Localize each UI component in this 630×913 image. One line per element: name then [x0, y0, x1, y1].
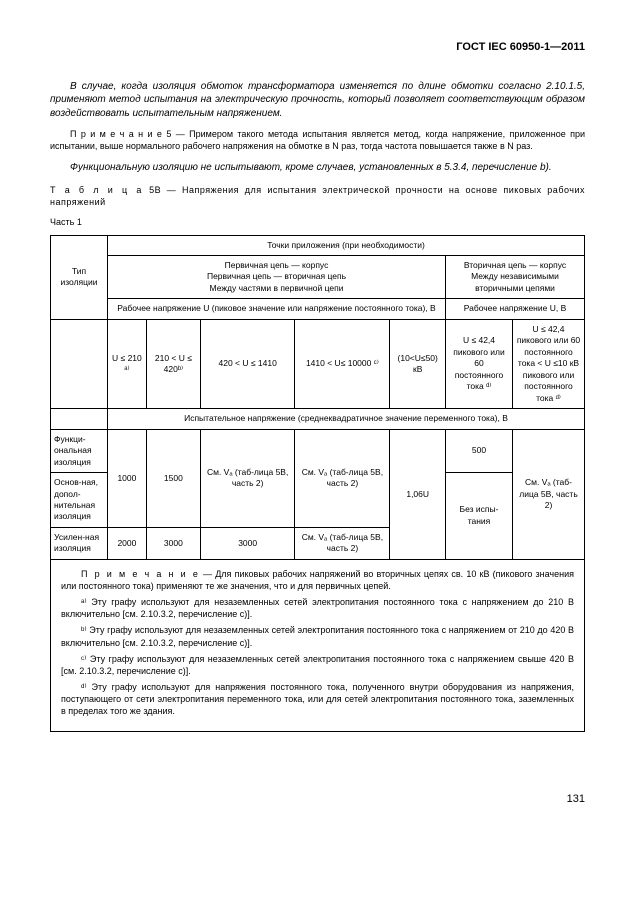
note-d: ᵈ⁾ Эту графу используют для напряжения п… — [61, 681, 574, 717]
col-6: U ≤ 42,4 пикового или 60 постоянного ток… — [446, 319, 513, 408]
cell-notest: Без испы-тания — [446, 473, 513, 560]
th-secondary: Вторичная цепь — корпус Между независимы… — [446, 256, 585, 299]
col-7: U ≤ 42,4 пикового или 60 постоянного ток… — [513, 319, 585, 408]
cell-1500: 1500 — [146, 429, 200, 527]
note-5: П р и м е ч а н и е 5 — Примером такого … — [50, 128, 585, 152]
para-1: В случае, когда изоляция обмоток трансфо… — [50, 80, 585, 121]
th-points: Точки приложения (при необходимости) — [108, 235, 585, 255]
col-4: 1410 < U≤ 10000 ᶜ⁾ — [295, 319, 390, 408]
th-primary: Первичная цепь — корпус Первичная цепь —… — [108, 256, 446, 299]
cell-500: 500 — [446, 429, 513, 472]
th-u-prim: Рабочее напряжение U (пиковое значение и… — [108, 299, 446, 319]
col-2: 210 < U ≤ 420ᵇ⁾ — [146, 319, 200, 408]
cell-1000: 1000 — [108, 429, 147, 527]
note-5-label: П р и м е ч а н и е 5 — [70, 129, 171, 139]
page-number: 131 — [50, 792, 585, 807]
cell-see-1: См. Vₐ (таб-лица 5В, часть 2) — [200, 429, 294, 527]
table-part: Часть 1 — [50, 216, 585, 228]
cell-see-4: См. Vₐ (таб-лица 5В, часть 2) — [513, 429, 585, 559]
col-5: (10<U≤50) кВ — [390, 319, 446, 408]
cell-see-3: См. Vₐ (таб-лица 5В, часть 2) — [295, 527, 390, 559]
row-reinforced: Усилен-ная изоляция — [51, 527, 108, 559]
row-functional: Функци-ональная изоляция — [51, 429, 108, 472]
note-a: ᵃ⁾ Эту графу используют для незаземленны… — [61, 596, 574, 620]
para-3: Функциональную изоляцию не испытывают, к… — [50, 161, 585, 175]
cell-see-2: См. Vₐ (таб-лица 5В, часть 2) — [295, 429, 390, 527]
col-3: 420 < U ≤ 1410 — [200, 319, 294, 408]
note-c: ᶜ⁾ Эту графу используют для незаземленны… — [61, 653, 574, 677]
th-type: Тип изоляции — [51, 235, 108, 319]
doc-header: ГОСТ IEC 60950-1—2011 — [50, 40, 585, 55]
note-b: ᵇ⁾ Эту графу используют для незаземленны… — [61, 624, 574, 648]
cell-3000a: 3000 — [146, 527, 200, 559]
notes-label: П р и м е ч а н и е — [81, 569, 200, 579]
cell-3000b: 3000 — [200, 527, 294, 559]
th-test-voltage: Испытательное напряжение (среднеквадрати… — [108, 409, 585, 429]
th-u-sec: Рабочее напряжение U, В — [446, 299, 585, 319]
table-caption: Т а б л и ц а 5В — Напряжения для испыта… — [50, 184, 585, 208]
row-basic: Основ-ная, допол-нительная изоляция — [51, 473, 108, 528]
table-caption-label: Т а б л и ц а — [50, 185, 143, 195]
table-notes: П р и м е ч а н и е — Для пиковых рабочи… — [50, 560, 585, 733]
col-1: U ≤ 210 ᵃ⁾ — [108, 319, 147, 408]
voltage-table: Тип изоляции Точки приложения (при необх… — [50, 235, 585, 560]
cell-106u: 1,06U — [390, 429, 446, 559]
cell-2000: 2000 — [108, 527, 147, 559]
